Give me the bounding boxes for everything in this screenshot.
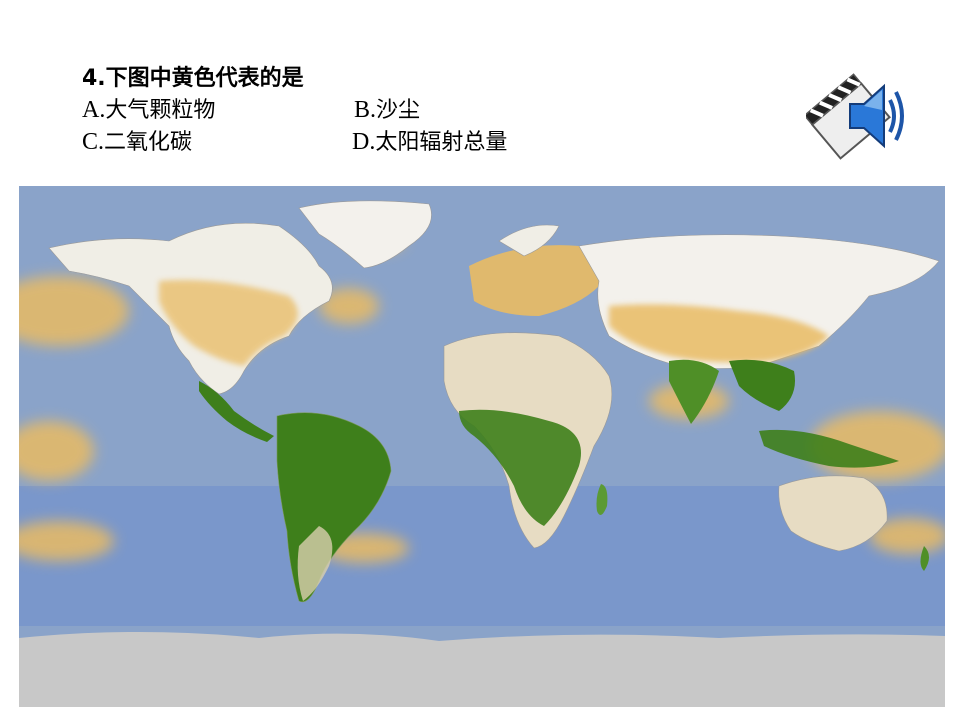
- south-america-south: [297, 526, 333, 601]
- indonesia: [759, 429, 899, 468]
- options-row-2: C.二氧化碳 D.太阳辐射总量: [82, 126, 602, 158]
- southeast-asia: [729, 359, 795, 411]
- australia: [778, 475, 888, 552]
- option-d-letter: D.: [352, 129, 376, 155]
- option-a[interactable]: A.大气颗粒物: [82, 94, 215, 127]
- europe: [469, 245, 602, 316]
- option-c-letter: C.: [82, 129, 105, 155]
- india: [669, 359, 719, 424]
- world-map: [19, 186, 945, 707]
- asia-yellow: [609, 304, 829, 363]
- option-d[interactable]: D.太阳辐射总量: [352, 126, 507, 159]
- option-b-text: 沙尘: [376, 98, 421, 123]
- option-b-letter: B.: [354, 97, 377, 123]
- madagascar: [596, 484, 608, 515]
- option-a-letter: A.: [82, 97, 106, 123]
- antarctica: [19, 632, 945, 707]
- option-a-text: 大气颗粒物: [105, 98, 216, 123]
- new-zealand: [920, 546, 929, 571]
- africa-forest: [459, 409, 581, 526]
- central-america: [199, 381, 274, 442]
- question-title: 4.下图中黄色代表的是: [82, 66, 304, 91]
- option-c[interactable]: C.二氧化碳: [82, 126, 192, 159]
- scandinavia: [498, 224, 560, 257]
- speaker-clapperboard-icon[interactable]: [803, 60, 912, 164]
- option-c-text: 二氧化碳: [104, 130, 193, 155]
- option-b[interactable]: B.沙尘: [354, 94, 420, 127]
- greenland: [298, 200, 432, 269]
- option-d-text: 太阳辐射总量: [375, 130, 508, 155]
- north-america-yellow: [159, 280, 298, 366]
- options-row-1: A.大气颗粒物 B.沙尘: [82, 94, 602, 126]
- question-block: 4.下图中黄色代表的是 A.大气颗粒物 B.沙尘 C.二氧化碳 D.太阳辐射总量: [82, 64, 602, 158]
